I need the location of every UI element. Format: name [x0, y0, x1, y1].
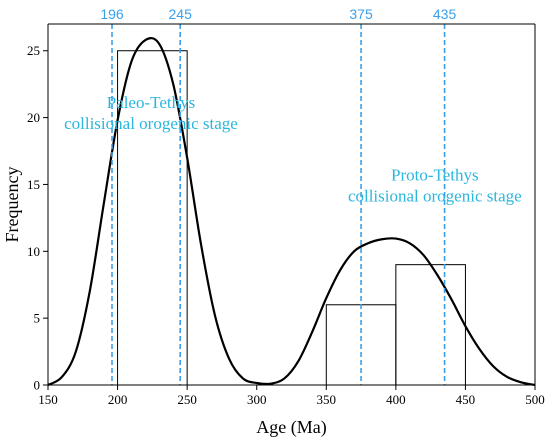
reference-line-label: 245	[169, 6, 193, 22]
reference-line-label: 435	[433, 6, 457, 22]
x-tick-label: 350	[317, 392, 337, 407]
y-tick-label: 5	[34, 311, 41, 326]
stage-annotations: Paleo-Tethys collisional orogenic stage Pr…	[64, 93, 522, 205]
y-axis-title: Frequency	[2, 167, 22, 243]
x-tick-label: 200	[108, 392, 128, 407]
reference-lines: 196 245 375 435	[100, 6, 456, 385]
x-tick-label: 500	[525, 392, 545, 407]
x-tick-label: 400	[386, 392, 406, 407]
stage-annotation-line: collisional orogenic stage	[64, 114, 238, 133]
x-tick-label: 250	[177, 392, 197, 407]
y-tick-label: 15	[27, 177, 40, 192]
reference-line-label: 196	[100, 6, 124, 22]
histogram-bar	[395, 264, 466, 386]
stage-annotation-line: collisional orogenic stage	[348, 186, 522, 205]
x-tick-label: 300	[247, 392, 267, 407]
axes: 150 200 250 300 350 400 450 500 0 5 10 15 20 25	[27, 23, 545, 407]
y-tick-label: 10	[27, 244, 40, 259]
density-curve-group	[47, 37, 536, 387]
y-tick-label: 0	[34, 378, 41, 393]
stage-annotation-line: Proto-Tethys	[391, 165, 479, 184]
x-tick-label: 450	[456, 392, 476, 407]
y-tick-label: 20	[27, 110, 40, 125]
y-tick-label: 25	[27, 43, 40, 58]
x-tick-label: 150	[38, 392, 58, 407]
x-axis-title: Age (Ma)	[256, 417, 326, 438]
density-curve	[47, 37, 536, 387]
stage-annotation-line: Paleo-Tethys	[107, 93, 196, 112]
reference-line-label: 375	[349, 6, 373, 22]
